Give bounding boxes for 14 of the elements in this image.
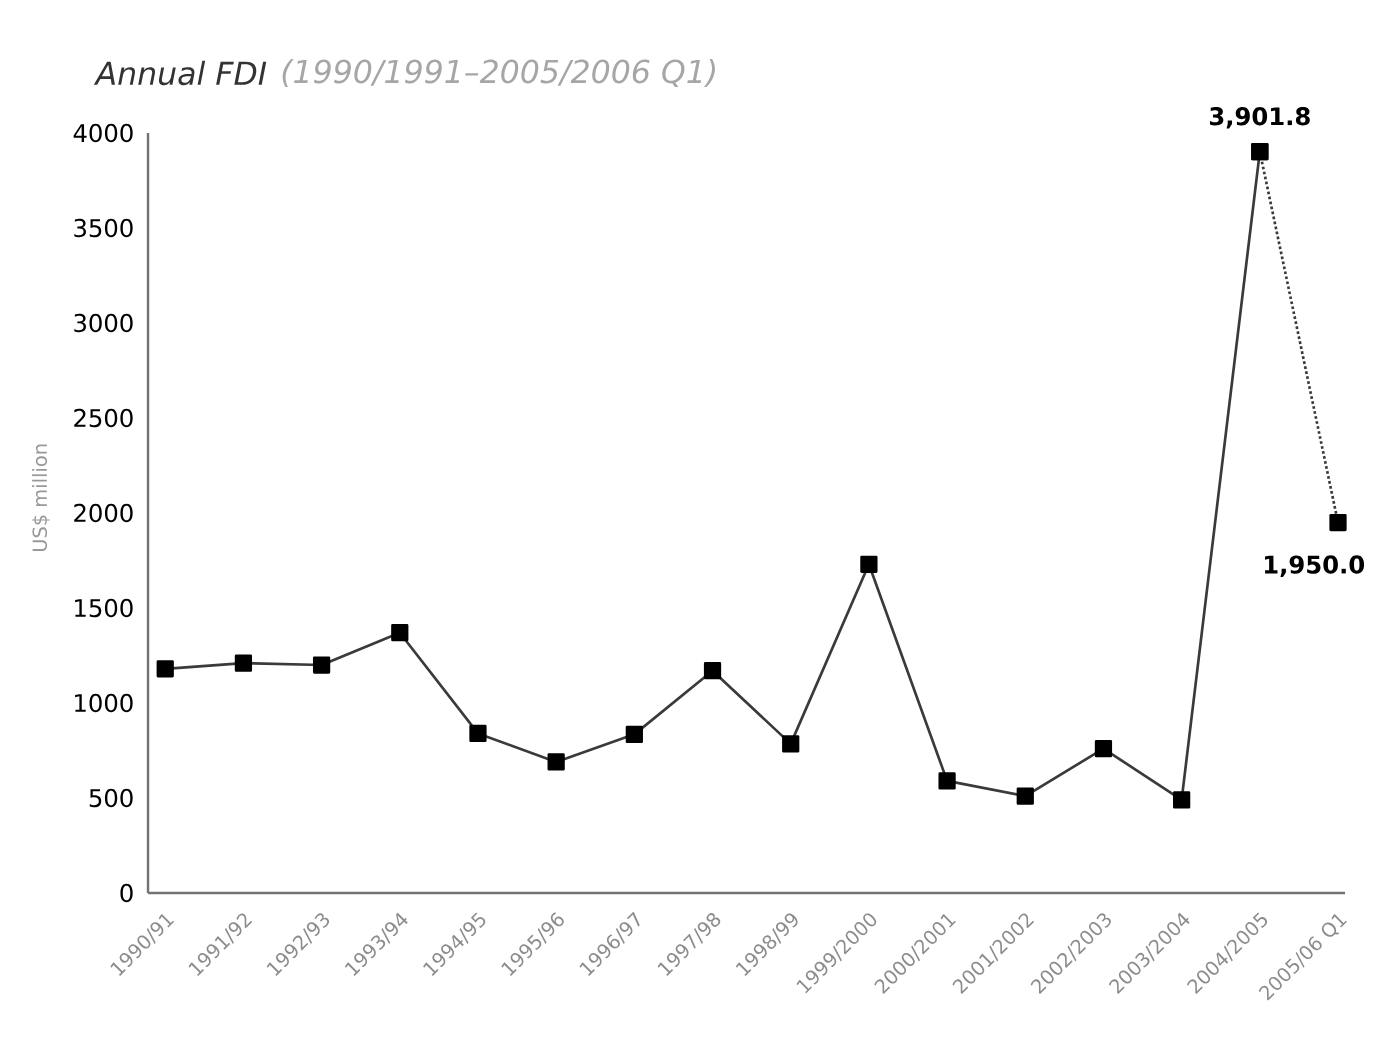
y-tick-label: 2500: [74, 408, 133, 428]
y-tick-label: 0: [120, 883, 133, 903]
y-tick-label: 3500: [74, 218, 133, 238]
data-label: 3,901.8: [1209, 107, 1310, 129]
y-tick-label: 4000: [73, 123, 133, 143]
y-axis-title: US$ million: [32, 444, 50, 552]
y-tick-label: 1500: [75, 598, 133, 618]
data-label: 1,950.0: [1264, 555, 1365, 577]
chart-subtitle: (1990/1991–2005/2006 Q1): [282, 58, 715, 88]
chart-title: Annual FDI: [93, 60, 267, 86]
y-tick-label: 2000: [74, 503, 133, 523]
y-tick-label: 500: [89, 788, 133, 808]
y-tick-label: 1000: [75, 693, 133, 713]
y-tick-label: 3000: [74, 313, 133, 333]
